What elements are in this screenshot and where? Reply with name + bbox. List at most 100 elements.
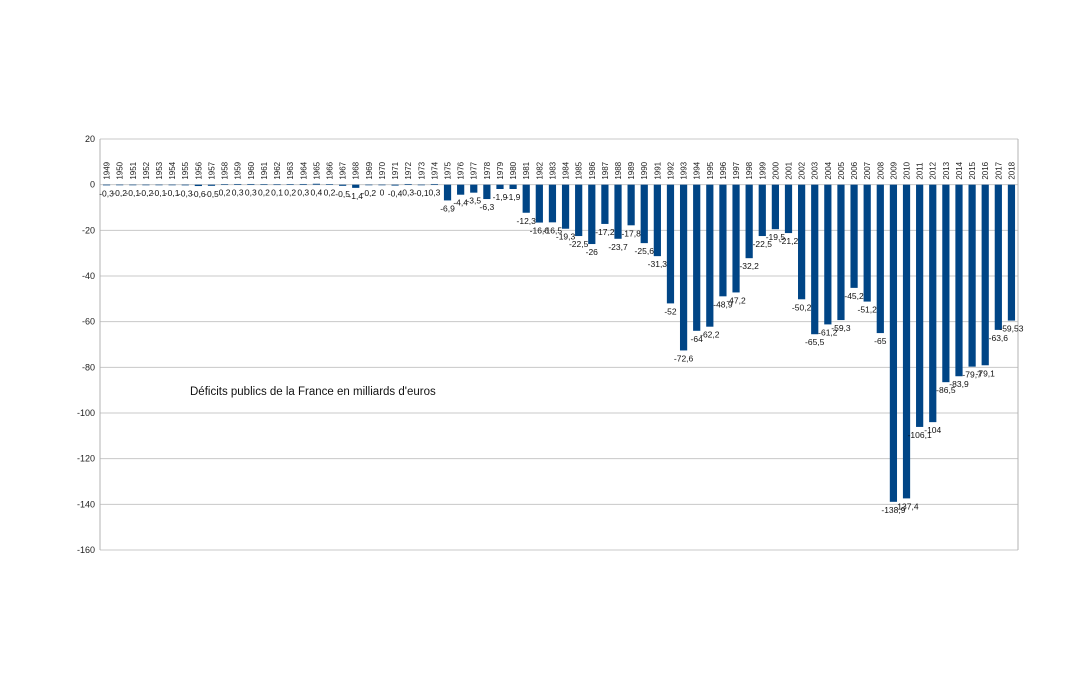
data-label: -6,3 [480,202,495,212]
data-label: 0,2 [284,188,296,198]
x-tick-label: 1968 [352,161,361,179]
bar-1982 [535,184,543,223]
data-label: -0,2 [362,188,377,198]
x-tick-label: 2017 [994,161,1003,179]
bar-2014 [955,184,963,377]
x-tick-label: 1988 [614,161,623,179]
data-label: -106,1 [908,430,932,440]
bar-1959 [234,183,242,185]
data-label: -61,2 [818,327,838,337]
x-tick-label: 2012 [929,161,938,179]
data-label: -59,53 [999,324,1023,334]
x-tick-label: 1980 [509,161,518,179]
bar-2013 [942,184,950,383]
data-label: -3,5 [466,196,481,206]
bar-1951 [129,184,137,186]
x-tick-label: 1997 [732,161,741,179]
x-tick-labels: 1949 1950 1951 1952 1953 1954 1955 1956 1957 1958… [103,161,1017,179]
x-tick-label: 1989 [627,161,636,179]
bar-2011 [916,184,924,427]
x-tick-label: 1964 [299,161,308,179]
data-label: -104 [924,425,941,435]
x-tick-label: 1956 [194,161,203,179]
x-tick-label: 2001 [785,161,794,179]
x-tick-label: 2002 [798,161,807,179]
bar-1963 [286,184,294,185]
data-label: -0,1 [165,188,180,198]
bar-1995 [706,184,714,327]
y-tick-label: -160 [77,545,95,555]
bar-1984 [561,184,570,229]
bar-1966 [325,184,334,185]
data-label: -23,7 [608,242,628,252]
data-label: -0,2 [139,188,154,198]
data-label: -1,4 [348,191,363,201]
x-tick-label: 2015 [968,161,977,179]
data-label: -83,9 [949,379,969,389]
y-tick-label: -140 [77,499,95,509]
bar-1986 [588,184,596,245]
x-tick-label: 1960 [247,161,256,179]
bar-1968 [352,184,360,188]
x-tick-label: 2016 [981,161,990,179]
x-tick-label: 1953 [155,161,164,179]
bar-2016 [981,184,989,366]
data-label: -22,5 [753,239,773,249]
bar-2008 [876,184,884,334]
data-label: -21,2 [779,236,799,246]
bar-1977 [470,184,478,193]
bar-2018 [1007,184,1016,321]
bar-1949 [102,184,111,186]
data-label: -16,6 [530,226,550,236]
data-label: 0,3 [402,188,414,198]
x-tick-label: 1959 [234,161,243,179]
x-tick-label: 1992 [666,161,675,179]
data-label: -64 [691,334,704,344]
data-label: -0,1 [414,188,429,198]
x-tick-label: 1987 [601,161,610,179]
x-tick-label: 2008 [876,161,885,179]
x-tick-label: 1971 [391,161,400,179]
data-label: -19,5 [766,232,786,242]
data-label: 0,2 [219,188,231,198]
bar-2009 [889,184,898,502]
data-label: -0,4 [388,189,403,199]
bar-1990 [640,184,648,244]
data-label: 0,1 [271,188,283,198]
y-tick-label: 20 [85,134,95,144]
bar-1992 [666,184,675,304]
bar-1973 [417,184,425,186]
x-tick-label: 1967 [339,161,348,179]
x-tick-label: 1978 [483,161,492,179]
x-tick-label: 2013 [942,161,951,179]
y-tick-label: -80 [82,362,95,372]
data-label: -48,9 [713,299,733,309]
x-tick-label: 2010 [903,161,912,179]
x-tick-label: 1962 [273,161,282,179]
y-tick-label: -40 [82,271,95,281]
bar-2015 [968,184,976,367]
x-tick-label: 1961 [260,161,269,179]
data-label: -50,2 [792,302,812,312]
data-label: -17,8 [621,228,641,238]
data-label: -0,5 [204,189,219,199]
bar-1956 [194,184,202,187]
data-label: -0,1 [125,188,140,198]
bar-1998 [745,184,753,259]
bar-1972 [404,183,412,185]
bar-2005 [837,184,845,321]
bar-2001 [784,184,793,234]
x-tick-label: 2000 [771,161,780,179]
bar-1979 [496,184,504,190]
x-tick-label: 1986 [588,161,597,179]
data-label: -0,5 [335,189,350,199]
x-tick-label: 1963 [286,161,295,179]
x-tick-label: 2014 [955,161,964,179]
y-tick-label: -60 [82,317,95,327]
bar-1950 [116,184,124,186]
data-label: -4,4 [453,198,468,208]
x-tick-label: 1977 [470,161,479,179]
x-tick-label: 2003 [811,161,820,179]
